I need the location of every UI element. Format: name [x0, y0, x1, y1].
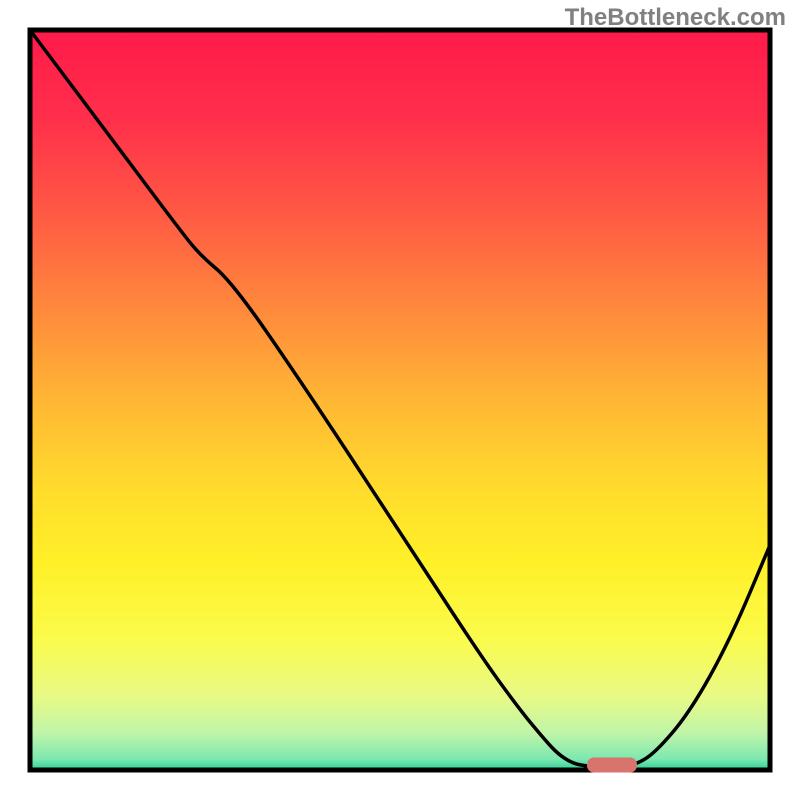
plot-background — [30, 30, 770, 770]
optimal-marker — [587, 758, 637, 773]
bottleneck-curve-chart — [0, 0, 800, 800]
chart-container: TheBottleneck.com — [0, 0, 800, 800]
watermark-text: TheBottleneck.com — [565, 4, 786, 32]
